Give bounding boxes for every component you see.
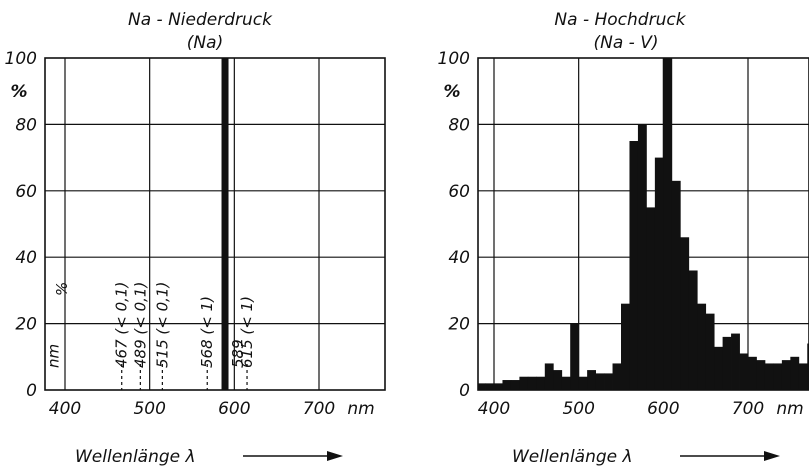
spectrum-bar [595,373,605,390]
spectrum-bar [663,58,673,390]
chart-title: Na - Hochdruck [554,10,686,30]
y-tick-label: 20 [15,315,37,335]
spectrum-bar [697,303,707,390]
spectrum-bar [798,363,808,390]
chart-subtitle: (Na - V) [594,33,659,53]
spectrum-bar [637,124,647,391]
x-axis-unit: nm [776,399,803,419]
spectrum-bar [587,370,596,390]
y-tick-label: 80 [448,115,470,135]
annotation-label: 568 (< 1) [198,296,216,368]
y-tick-label: 100 [438,49,470,69]
chart-subtitle: (Na) [187,33,223,53]
spectrum-bar [688,270,698,390]
y-tick-label: 20 [448,315,470,335]
spectrum-bar [807,343,809,390]
spectrum-bar [578,376,588,390]
chart-title: Na - Niederdruck [128,10,273,30]
spectrum-bar [570,323,580,390]
low-pressure-sodium-chart: Na - Niederdruck (Na) 0 20 40 60 80 100% 400 50… [5,10,386,467]
spectrum-bar [629,141,639,390]
spectrum-bar [612,363,622,390]
spectrum-bar [748,356,757,390]
y-axis-unit: % [10,82,27,102]
y-tick-label: 100 [5,49,37,69]
x-axis-arrow-head [327,451,343,461]
emission-line-label: 589 [229,339,247,368]
x-tick-label: 700 [732,399,764,419]
x-axis-title: Wellenlänge λ [512,447,633,467]
spectrum-bar [519,376,529,390]
x-tick-label: 600 [218,399,250,419]
spectrum-bar [478,383,486,390]
spectrum-bar [764,363,774,390]
spectrum-bar [705,313,715,390]
annotation-label: 515 (< 0,1) [153,282,171,368]
spectrum-bar [731,333,740,390]
spectrum-bar [561,376,571,390]
spectrum-bar [485,383,495,390]
x-tick-label: 500 [133,399,165,419]
spectrum-bar [502,380,512,390]
spectrum-bar [494,383,503,390]
spectrum-bar [781,360,791,390]
spectrum-bar [536,376,546,390]
y-tick-label: 40 [15,248,37,268]
plot-frame [477,57,809,391]
y-tick-label: 80 [15,115,37,135]
y-tick-label: 0 [459,381,470,401]
y-tick-label: 60 [448,182,470,202]
x-tick-label: 600 [647,399,679,419]
x-tick-label: 400 [49,399,81,419]
y-tick-label: 40 [448,248,470,268]
spectrum-bar [739,353,749,390]
annotation-header-nm: nm [44,344,62,368]
y-tick-label: 0 [26,381,37,401]
annotation-label: 467 (< 0,1) [113,282,131,368]
spectrum-bar [544,363,554,390]
y-tick-label: 60 [15,182,37,202]
spectrum-bar [671,180,681,390]
plot-frame [44,57,386,391]
annotation-header-percent: % [53,282,71,296]
x-axis-unit: nm [347,399,374,419]
spectrum-bar [714,346,723,390]
spectrum-bar [646,207,656,390]
x-tick-label: 400 [478,399,510,419]
spectrum-bar [621,303,630,390]
spectrum-bar [604,373,613,390]
emission-line-589 [221,58,229,390]
x-tick-label: 700 [303,399,335,419]
x-axis-title: Wellenlänge λ [75,447,196,467]
spectrum-bar [773,363,783,390]
x-tick-label: 500 [562,399,594,419]
spectrum-bar [680,237,690,390]
spectrum-bar [722,336,732,390]
spectrum-bar [756,360,766,390]
spectrum-bar [654,157,664,390]
spectrum-bar [790,356,800,390]
y-axis-unit: % [443,82,460,102]
annotation-label: 615 (< 1) [238,296,256,368]
high-pressure-sodium-chart: Na - Hochdruck (Na - V) 0 20 40 60 80 100% 400… [438,10,809,467]
annotation-label: 489 (< 0,1) [131,282,149,368]
x-axis-arrow-head [764,451,780,461]
spectrum-bar [510,380,520,390]
spectrum-bar [553,370,563,390]
spectrum-bar [527,376,537,390]
